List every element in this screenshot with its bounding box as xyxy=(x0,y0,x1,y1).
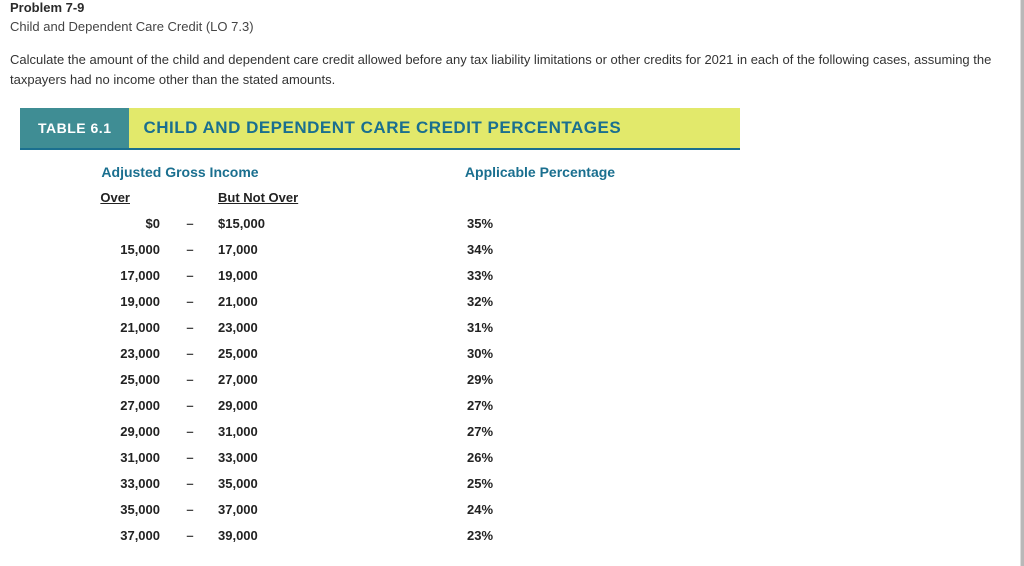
cell-notover: 21,000 xyxy=(200,294,340,309)
cell-over: 31,000 xyxy=(20,450,180,465)
cell-over: 15,000 xyxy=(20,242,180,257)
cell-over: 35,000 xyxy=(20,502,180,517)
cell-over: 19,000 xyxy=(20,294,180,309)
cell-percentage: 30% xyxy=(340,346,740,361)
col-header-agi: Adjusted Gross Income xyxy=(20,164,340,180)
cell-percentage: 34% xyxy=(340,242,740,257)
table-row: 35,000–37,00024% xyxy=(20,502,740,517)
cell-over: $0 xyxy=(20,216,180,231)
cell-percentage: 32% xyxy=(340,294,740,309)
table-rule xyxy=(20,148,740,150)
table-body: $0–$15,00035%15,000–17,00034%17,000–19,0… xyxy=(20,216,740,543)
cell-notover: 23,000 xyxy=(200,320,340,335)
cell-notover: 35,000 xyxy=(200,476,340,491)
cell-notover: 29,000 xyxy=(200,398,340,413)
table-row: 25,000–27,00029% xyxy=(20,372,740,387)
cell-percentage: 27% xyxy=(340,398,740,413)
cell-dash: – xyxy=(180,268,200,283)
cell-notover: 19,000 xyxy=(200,268,340,283)
cell-percentage: 24% xyxy=(340,502,740,517)
cell-notover: 39,000 xyxy=(200,528,340,543)
cell-over: 21,000 xyxy=(20,320,180,335)
table-row: $0–$15,00035% xyxy=(20,216,740,231)
cell-over: 27,000 xyxy=(20,398,180,413)
cell-dash: – xyxy=(180,398,200,413)
table-row: 17,000–19,00033% xyxy=(20,268,740,283)
table-row: 23,000–25,00030% xyxy=(20,346,740,361)
cell-dash: – xyxy=(180,502,200,517)
cell-notover: 27,000 xyxy=(200,372,340,387)
cell-dash: – xyxy=(180,476,200,491)
cell-percentage: 25% xyxy=(340,476,740,491)
cell-percentage: 31% xyxy=(340,320,740,335)
sub-header-over: Over xyxy=(20,190,180,205)
problem-number: Problem 7-9 xyxy=(10,0,1011,15)
sub-headers: Over But Not Over xyxy=(20,190,740,205)
cell-over: 33,000 xyxy=(20,476,180,491)
table-title: CHILD AND DEPENDENT CARE CREDIT PERCENTA… xyxy=(129,108,740,148)
table-row: 37,000–39,00023% xyxy=(20,528,740,543)
cell-notover: 33,000 xyxy=(200,450,340,465)
cell-percentage: 33% xyxy=(340,268,740,283)
cell-dash: – xyxy=(180,450,200,465)
cell-percentage: 35% xyxy=(340,216,740,231)
column-headers: Adjusted Gross Income Applicable Percent… xyxy=(20,164,740,180)
table-row: 29,000–31,00027% xyxy=(20,424,740,439)
cell-over: 25,000 xyxy=(20,372,180,387)
cell-percentage: 29% xyxy=(340,372,740,387)
cell-dash: – xyxy=(180,372,200,387)
page-content: Problem 7-9 Child and Dependent Care Cre… xyxy=(0,0,1024,566)
cell-dash: – xyxy=(180,346,200,361)
cell-dash: – xyxy=(180,216,200,231)
table-header-row: TABLE 6.1 CHILD AND DEPENDENT CARE CREDI… xyxy=(20,108,740,148)
cell-notover: 31,000 xyxy=(200,424,340,439)
cell-percentage: 26% xyxy=(340,450,740,465)
cell-over: 37,000 xyxy=(20,528,180,543)
table-row: 21,000–23,00031% xyxy=(20,320,740,335)
cell-over: 17,000 xyxy=(20,268,180,283)
cell-notover: 17,000 xyxy=(200,242,340,257)
col-header-pct: Applicable Percentage xyxy=(340,164,740,180)
table-row: 27,000–29,00027% xyxy=(20,398,740,413)
cell-dash: – xyxy=(180,424,200,439)
cell-percentage: 27% xyxy=(340,424,740,439)
table-row: 33,000–35,00025% xyxy=(20,476,740,491)
problem-subtitle: Child and Dependent Care Credit (LO 7.3) xyxy=(10,19,1011,34)
table-row: 15,000–17,00034% xyxy=(20,242,740,257)
cell-dash: – xyxy=(180,242,200,257)
cell-over: 29,000 xyxy=(20,424,180,439)
cell-notover: $15,000 xyxy=(200,216,340,231)
cell-dash: – xyxy=(180,320,200,335)
sub-header-notover: But Not Over xyxy=(180,190,380,205)
cell-over: 23,000 xyxy=(20,346,180,361)
credit-table: TABLE 6.1 CHILD AND DEPENDENT CARE CREDI… xyxy=(20,108,740,543)
table-row: 19,000–21,00032% xyxy=(20,294,740,309)
cell-notover: 37,000 xyxy=(200,502,340,517)
table-badge: TABLE 6.1 xyxy=(20,108,129,148)
table-row: 31,000–33,00026% xyxy=(20,450,740,465)
cell-dash: – xyxy=(180,294,200,309)
cell-percentage: 23% xyxy=(340,528,740,543)
cell-notover: 25,000 xyxy=(200,346,340,361)
cell-dash: – xyxy=(180,528,200,543)
problem-description: Calculate the amount of the child and de… xyxy=(10,50,1011,90)
